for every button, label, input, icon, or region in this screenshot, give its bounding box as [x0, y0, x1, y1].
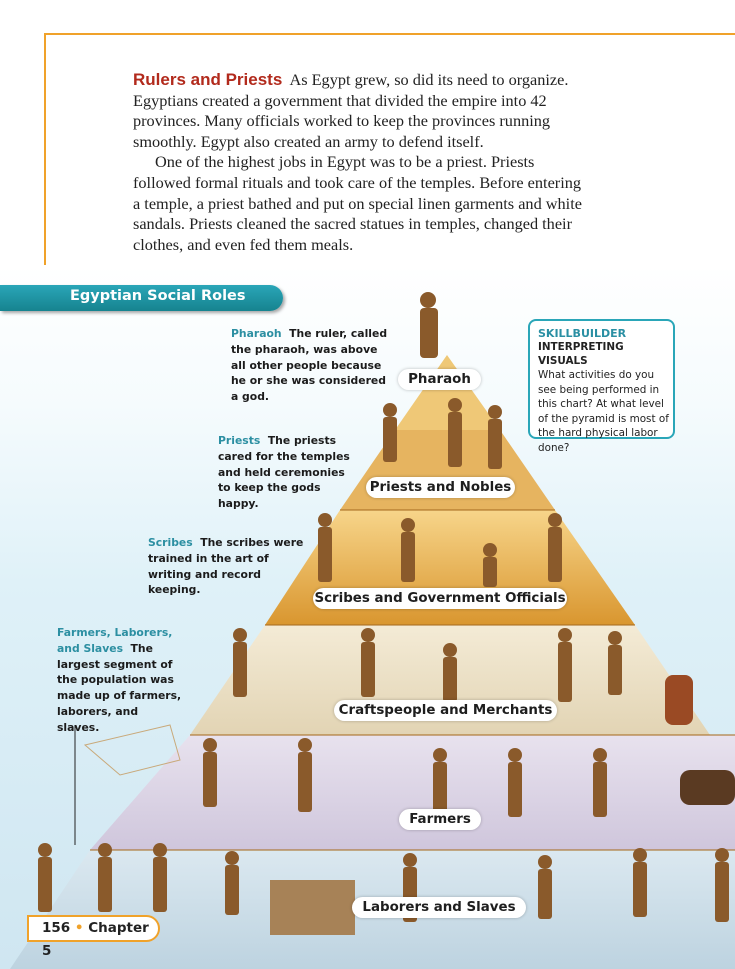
note-scribes-lead: Scribes	[148, 536, 193, 549]
paragraph-1-text: As Egypt grew, so did its need to organi…	[133, 70, 569, 151]
tier-label-pharaoh: Pharaoh	[398, 369, 481, 390]
tier-label-priests: Priests and Nobles	[366, 477, 515, 498]
skillbuilder-question: What activities do you see being perform…	[538, 369, 669, 454]
note-farmers: Farmers, Laborers, and Slaves The larges…	[57, 625, 183, 736]
note-pharaoh: Pharaoh The ruler, called the pharaoh, w…	[231, 326, 391, 405]
stone-block	[270, 880, 355, 935]
note-priests-text: The priests cared for the temples and he…	[218, 434, 350, 511]
paragraph-1: Rulers and Priests As Egypt grew, so did…	[133, 70, 588, 152]
skillbuilder-box: SKILLBUILDER INTERPRETING VISUALS What a…	[528, 319, 675, 454]
note-farmers-lead: Farmers, Laborers, and Slaves	[57, 626, 173, 655]
chapter-label: Chapter 5	[42, 920, 149, 959]
tier-pharaoh-band	[395, 355, 500, 430]
ox	[680, 770, 735, 805]
note-scribes: Scribes The scribes were trained in the …	[148, 535, 306, 598]
page-border-top	[44, 33, 735, 35]
tier-label-scribes: Scribes and Government Officials	[313, 588, 567, 609]
net	[83, 724, 181, 776]
tier-label-craftspeople: Craftspeople and Merchants	[334, 700, 557, 721]
tier-label-farmers: Farmers	[399, 809, 481, 830]
chart-title: Egyptian Social Roles	[70, 288, 246, 304]
tier-label-laborers: Laborers and Slaves	[352, 897, 526, 918]
page-bullet: •	[74, 920, 84, 936]
paragraph-2: One of the highest jobs in Egypt was to …	[133, 152, 582, 254]
note-priests-lead: Priests	[218, 434, 261, 447]
section-heading: Rulers and Priests	[133, 70, 283, 89]
note-priests: Priests The priests cared for the temple…	[218, 433, 356, 512]
note-pharaoh-lead: Pharaoh	[231, 327, 282, 340]
note-scribes-text: The scribes were trained in the art of w…	[148, 536, 304, 597]
tier-priests-band	[340, 430, 555, 510]
page-number: 156	[42, 920, 71, 936]
skillbuilder-sublabel: INTERPRETING VISUALS	[538, 341, 624, 367]
page-number-tab: 156 • Chapter 5	[27, 915, 160, 959]
note-farmers-text: The largest segment of the population wa…	[57, 641, 182, 734]
tier-farmers-band	[90, 735, 735, 850]
chart-title-tab: Egyptian Social Roles	[0, 285, 283, 311]
note-pharaoh-text: The ruler, called the pharaoh, was above…	[231, 327, 388, 404]
skillbuilder-label: SKILLBUILDER	[538, 327, 627, 340]
jar	[665, 675, 693, 725]
reading-section: Rulers and Priests As Egypt grew, so did…	[133, 70, 588, 255]
